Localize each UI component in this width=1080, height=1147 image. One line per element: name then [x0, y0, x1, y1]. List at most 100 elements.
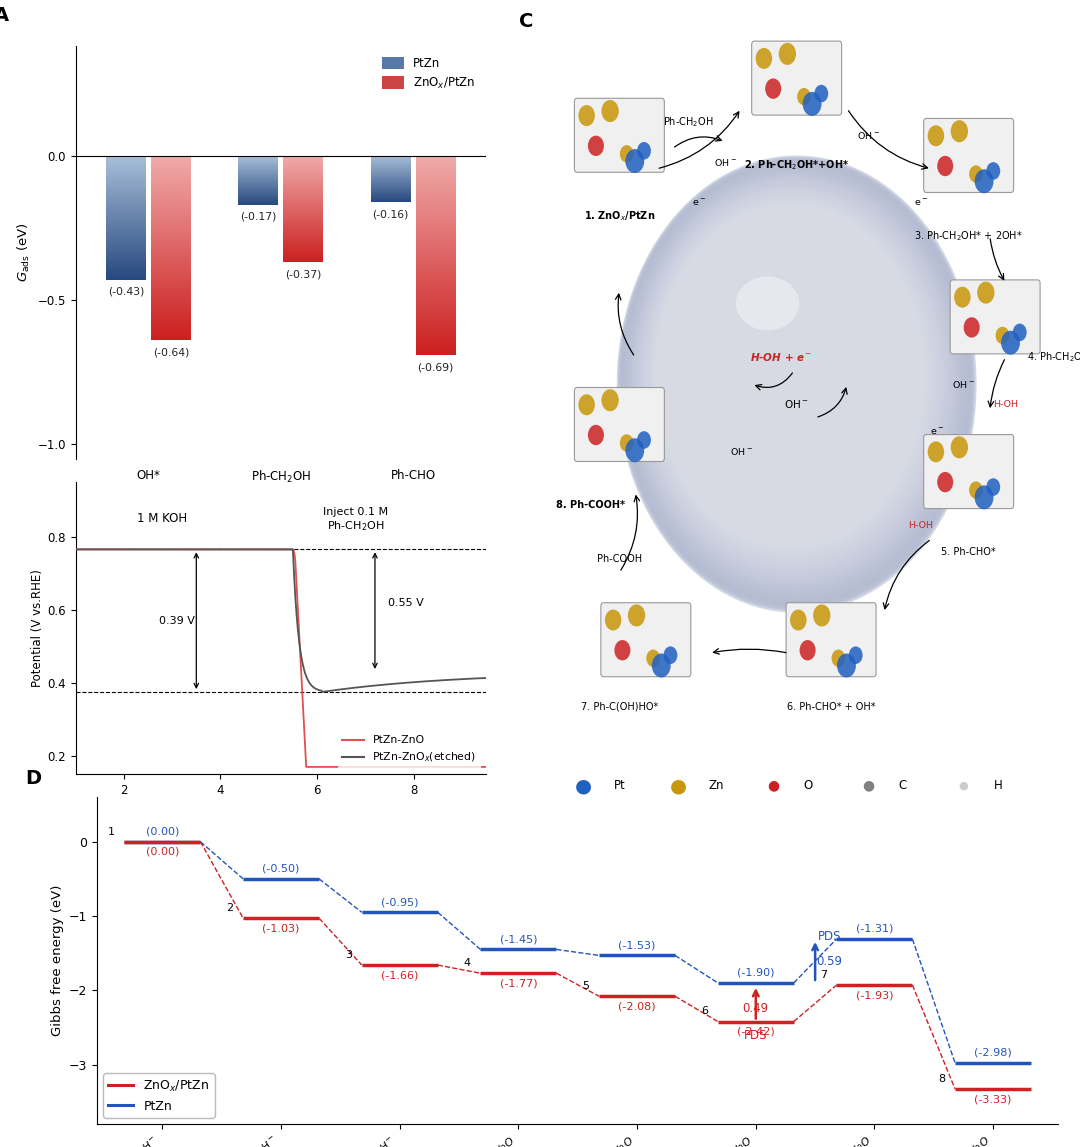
Circle shape [928, 125, 944, 147]
Bar [151, 331, 191, 334]
Bar [106, 195, 146, 197]
Bar [283, 216, 323, 218]
Circle shape [663, 647, 677, 664]
Ellipse shape [633, 177, 955, 585]
Circle shape [627, 604, 645, 626]
Bar [106, 213, 146, 216]
Bar [283, 212, 323, 214]
Bar [151, 174, 191, 177]
Ellipse shape [639, 184, 946, 575]
Bar [416, 235, 456, 239]
Bar [283, 177, 323, 179]
Circle shape [950, 436, 968, 459]
Bar [106, 278, 146, 280]
Bar [151, 245, 191, 248]
Text: H: H [994, 779, 1002, 793]
Text: 1: 1 [108, 827, 114, 836]
Bar [283, 193, 323, 195]
Bar [416, 232, 456, 235]
Text: 8: 8 [939, 1074, 946, 1084]
Text: 6: 6 [701, 1006, 708, 1016]
Bar [106, 170, 146, 172]
Bar [283, 164, 323, 166]
Bar [151, 337, 191, 341]
Bar [106, 210, 146, 211]
Bar [416, 275, 456, 279]
Text: 0.49: 0.49 [743, 1002, 769, 1015]
Bar [151, 282, 191, 284]
Circle shape [974, 485, 994, 509]
Text: OH$^-$: OH$^-$ [951, 379, 975, 390]
Bar [283, 244, 323, 247]
Bar [283, 224, 323, 225]
Text: Ph-COOH: Ph-COOH [597, 554, 642, 564]
Bar [416, 256, 456, 258]
Text: H-OH: H-OH [908, 521, 933, 530]
Bar [151, 184, 191, 187]
Text: 3. Ph-CH$_2$OH* + 2OH*: 3. Ph-CH$_2$OH* + 2OH* [915, 229, 1023, 243]
Bar [106, 272, 146, 274]
Bar [416, 205, 456, 209]
Bar [416, 272, 456, 275]
Bar [283, 198, 323, 200]
Bar [151, 233, 191, 235]
Ellipse shape [636, 179, 951, 580]
Text: O: O [804, 779, 813, 793]
Circle shape [1013, 323, 1027, 341]
Bar [283, 196, 323, 198]
Bar [283, 182, 323, 185]
Circle shape [963, 318, 980, 337]
Circle shape [637, 142, 651, 159]
Bar [416, 319, 456, 321]
Text: Pt: Pt [613, 779, 625, 793]
Bar [151, 171, 191, 174]
Ellipse shape [645, 192, 939, 564]
Bar [106, 265, 146, 267]
Bar [416, 338, 456, 342]
Bar [283, 163, 323, 164]
Bar [106, 162, 146, 164]
Bar [106, 180, 146, 182]
Bar [106, 193, 146, 195]
Bar [106, 197, 146, 200]
Text: 1 M KOH: 1 M KOH [137, 512, 188, 525]
Text: 5: 5 [583, 981, 590, 991]
Bar [106, 187, 146, 189]
Text: (-0.43): (-0.43) [108, 287, 144, 297]
Text: PDS: PDS [818, 930, 841, 943]
Bar [416, 345, 456, 349]
Circle shape [620, 146, 634, 163]
Bar [416, 252, 456, 256]
Bar [416, 165, 456, 169]
Bar [283, 236, 323, 237]
Bar [151, 273, 191, 275]
Circle shape [791, 609, 807, 631]
Bar [106, 156, 146, 157]
Bar [106, 220, 146, 221]
Bar [151, 322, 191, 325]
Ellipse shape [623, 163, 969, 602]
Bar [151, 180, 191, 184]
Bar [416, 249, 456, 252]
Bar [151, 270, 191, 273]
Bar [106, 251, 146, 252]
Bar [416, 282, 456, 286]
Ellipse shape [620, 159, 972, 607]
Circle shape [814, 85, 828, 102]
Ellipse shape [651, 198, 931, 554]
Bar [283, 166, 323, 169]
Bar [416, 262, 456, 265]
Text: OH$^-$: OH$^-$ [856, 130, 879, 141]
Ellipse shape [629, 171, 961, 593]
Bar [416, 162, 456, 165]
Bar [106, 249, 146, 251]
Circle shape [837, 654, 856, 678]
Text: 1. ZnO$_x$/PtZn: 1. ZnO$_x$/PtZn [583, 209, 656, 223]
Ellipse shape [640, 186, 945, 572]
Ellipse shape [643, 188, 942, 569]
Bar [283, 250, 323, 251]
Bar [416, 309, 456, 312]
Bar [106, 172, 146, 174]
Circle shape [977, 282, 995, 304]
Ellipse shape [624, 164, 967, 601]
